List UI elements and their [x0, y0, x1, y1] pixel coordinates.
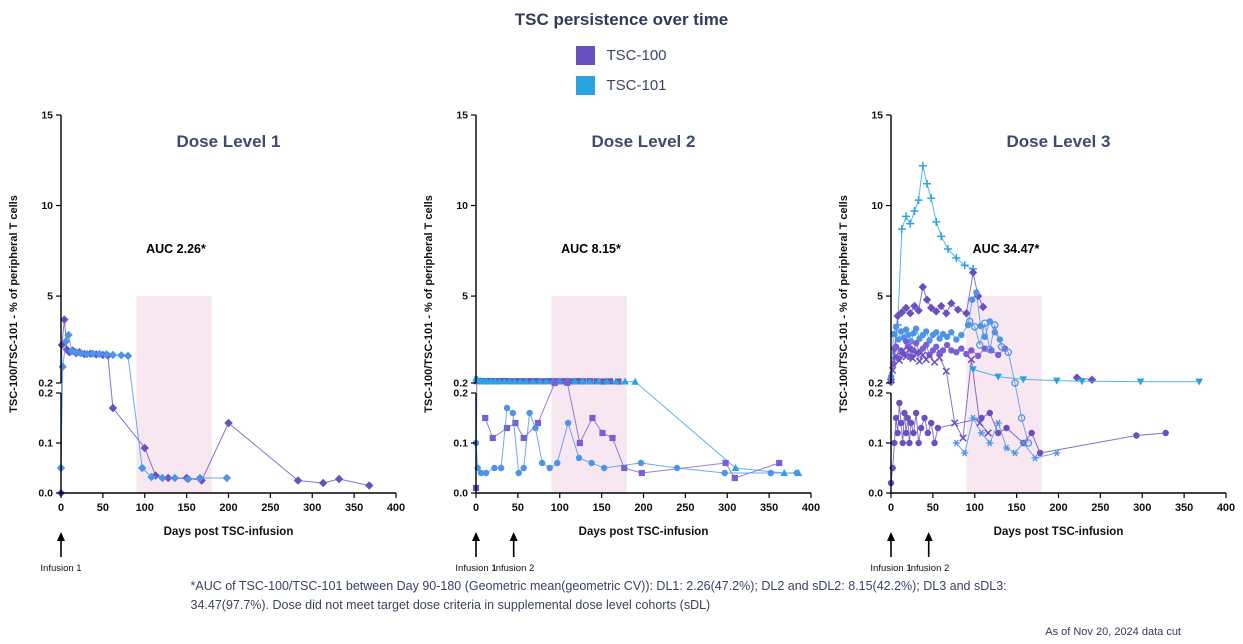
chart-dose-level-2: 0 50 100 150 200 250 300 350 400 0.2 5 10 15 0.0 0.1 0.…: [423, 110, 820, 575]
svg-text:50: 50: [97, 502, 109, 514]
svg-text:5: 5: [462, 291, 468, 303]
legend-swatch-tsc-101: [576, 76, 596, 95]
chart-dose-level-3: 0 50 100 150 200 250 300 350 400 0.2 5 10 15 0.0 0.1 0.…: [838, 110, 1235, 575]
legend-swatch-tsc-100: [576, 46, 596, 65]
svg-text:15: 15: [41, 110, 53, 122]
legend-item-tsc-100: TSC-100: [576, 46, 667, 65]
x-axis-label: Days post TSC-infusion: [579, 526, 709, 538]
infusion-arrow-icon: [924, 532, 933, 541]
infusion-arrow-icon: [57, 532, 65, 541]
svg-text:0: 0: [473, 502, 479, 514]
svg-text:0: 0: [58, 502, 64, 514]
svg-text:200: 200: [1049, 502, 1067, 514]
legend-item-tsc-101: TSC-101: [576, 76, 667, 95]
legend-label-tsc-101: TSC-101: [606, 77, 667, 94]
infusion-arrow-icon: [887, 532, 895, 541]
svg-text:400: 400: [802, 502, 820, 514]
legend: TSC-100 TSC-101: [576, 46, 667, 95]
svg-text:300: 300: [718, 502, 736, 514]
charts-row: 0 50 100 150 200 250 300 350 400 0.2 5 10 15 0.0 0.1 0.…: [0, 103, 1243, 575]
svg-text:0: 0: [888, 502, 894, 514]
svg-text:250: 250: [676, 502, 694, 514]
svg-text:350: 350: [1175, 502, 1193, 514]
panel-title: Dose Level 1: [177, 132, 281, 151]
svg-text:100: 100: [966, 502, 984, 514]
svg-text:250: 250: [261, 502, 279, 514]
svg-text:400: 400: [1217, 502, 1235, 514]
svg-text:0.2: 0.2: [38, 378, 53, 390]
svg-text:200: 200: [634, 502, 652, 514]
svg-text:50: 50: [512, 502, 524, 514]
x-axis-label: Days post TSC-infusion: [994, 526, 1124, 538]
infusion-arrow-icon: [472, 532, 480, 541]
svg-text:0.0: 0.0: [453, 488, 468, 500]
svg-text:0.2: 0.2: [868, 378, 883, 390]
svg-text:10: 10: [871, 200, 883, 212]
y-axis-label: TSC-100/TSC-101 - % of peripheral T cell…: [838, 195, 850, 413]
infusion-label: Infusion 2: [493, 563, 534, 574]
svg-text:0.1: 0.1: [38, 438, 53, 450]
auc-annotation: AUC 2.26*: [146, 242, 206, 256]
svg-text:0.2: 0.2: [38, 388, 53, 400]
shaded-eval-window: [551, 296, 627, 493]
svg-text:0.2: 0.2: [453, 388, 468, 400]
svg-text:0.0: 0.0: [38, 488, 53, 500]
figure-title: TSC persistence over time: [514, 10, 729, 29]
svg-text:250: 250: [1091, 502, 1109, 514]
svg-text:300: 300: [303, 502, 321, 514]
shaded-eval-window: [966, 296, 1042, 493]
infusion-label: Infusion 1: [40, 563, 81, 574]
panel-title: Dose Level 2: [592, 132, 696, 151]
svg-text:0.2: 0.2: [453, 378, 468, 390]
svg-text:0.2: 0.2: [868, 388, 883, 400]
svg-text:200: 200: [219, 502, 237, 514]
svg-text:350: 350: [760, 502, 778, 514]
svg-text:5: 5: [47, 291, 53, 303]
series-group: [886, 161, 1203, 487]
svg-text:50: 50: [927, 502, 939, 514]
x-axis-label: Days post TSC-infusion: [164, 526, 294, 538]
svg-text:0.0: 0.0: [868, 488, 883, 500]
svg-text:15: 15: [871, 110, 883, 122]
chart-dose-level-1: 0 50 100 150 200 250 300 350 400 0.2 5 10 15 0.0 0.1 0.…: [8, 110, 405, 575]
svg-text:10: 10: [456, 200, 468, 212]
svg-text:10: 10: [41, 200, 53, 212]
series-group: [472, 374, 803, 492]
svg-text:0.1: 0.1: [868, 438, 883, 450]
svg-text:5: 5: [877, 291, 883, 303]
y-axis-label: TSC-100/TSC-101 - % of peripheral T cell…: [8, 195, 20, 413]
shaded-eval-window: [136, 296, 212, 493]
auc-annotation: AUC 8.15*: [561, 242, 621, 256]
legend-label-tsc-100: TSC-100: [606, 47, 667, 64]
axes: [60, 115, 396, 494]
infusion-label: Infusion 1: [455, 563, 496, 574]
svg-text:100: 100: [136, 502, 154, 514]
footnote: *AUC of TSC-100/TSC-101 between Day 90-1…: [190, 579, 1007, 613]
y-axis-label: TSC-100/TSC-101 - % of peripheral T cell…: [423, 195, 435, 413]
infusion-arrow-icon: [509, 532, 518, 541]
infusion-label: Infusion 1: [870, 563, 911, 574]
auc-annotation: AUC 34.47*: [973, 242, 1040, 256]
svg-text:100: 100: [551, 502, 569, 514]
panel-title: Dose Level 3: [1007, 132, 1111, 151]
svg-text:400: 400: [387, 502, 405, 514]
data-cut-note: As of Nov 20, 2024 data cut: [1045, 626, 1181, 638]
svg-text:350: 350: [345, 502, 363, 514]
svg-text:0.1: 0.1: [453, 438, 468, 450]
svg-text:300: 300: [1133, 502, 1151, 514]
infusion-label: Infusion 2: [908, 563, 949, 574]
series-group: [56, 315, 374, 498]
svg-text:150: 150: [592, 502, 610, 514]
svg-text:15: 15: [456, 110, 468, 122]
svg-text:150: 150: [177, 502, 195, 514]
svg-text:150: 150: [1007, 502, 1025, 514]
